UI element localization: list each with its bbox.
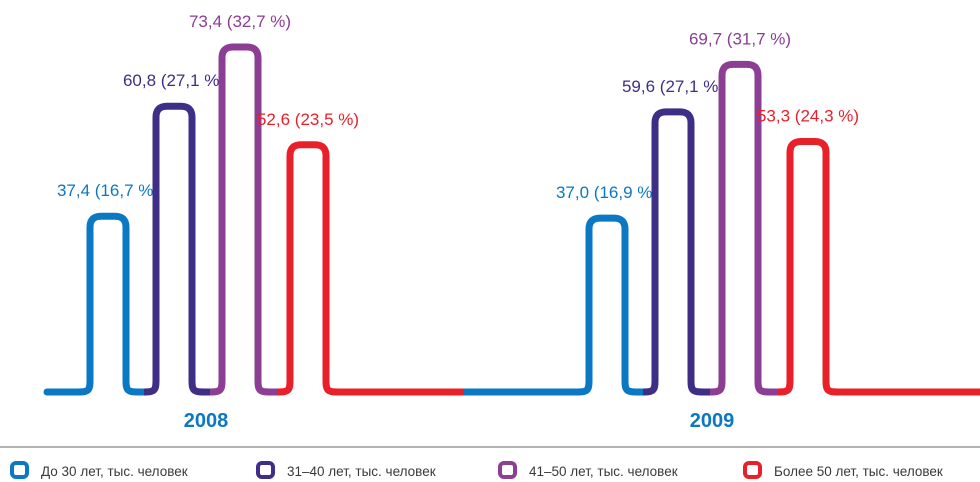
legend-label-age41_50: 41–50 лет, тыс. человек xyxy=(529,464,678,479)
bar-under30-2009 xyxy=(576,214,643,396)
data-label-age41_50-2009: 69,7 (31,7 %) xyxy=(689,29,791,48)
data-label-over50-2008: 52,6 (23,5 %) xyxy=(257,110,359,129)
data-label-under30-2008: 37,4 (16,7 %) xyxy=(57,181,159,200)
bar-age31_40-2008 xyxy=(143,102,210,396)
year-group-2009: 37,0 (16,9 %) 59,6 (27,1 %) 69,7 (31,7 %) 5… xyxy=(463,29,980,432)
data-label-age41_50-2008: 73,4 (32,7 %) xyxy=(189,12,291,31)
data-label-under30-2009: 37,0 (16,9 %) xyxy=(556,183,658,202)
bar-age31_40-2009 xyxy=(642,108,710,396)
bar-over50-2009 xyxy=(777,137,980,396)
legend: До 30 лет, тыс. человек 31–40 лет, тыс. ч… xyxy=(10,461,943,479)
data-label-age31_40-2008: 60,8 (27,1 %) xyxy=(123,71,225,90)
data-label-over50-2009: 53,3 (24,3 %) xyxy=(757,106,859,125)
bar-age41_50-2009 xyxy=(709,60,778,396)
bar-age41_50-2008 xyxy=(209,43,278,396)
bar-over50-2008 xyxy=(277,141,463,396)
legend-swatch-over50 xyxy=(743,461,762,479)
year-label-2008: 2008 xyxy=(184,410,229,432)
legend-swatch-age31_40 xyxy=(256,461,275,479)
bar-under30-2008 xyxy=(77,212,144,396)
data-label-age31_40-2009: 59,6 (27,1 %) xyxy=(622,77,724,96)
legend-swatch-age41_50 xyxy=(498,461,517,479)
legend-label-under30: До 30 лет, тыс. человек xyxy=(41,464,188,479)
legend-label-age31_40: 31–40 лет, тыс. человек xyxy=(287,464,436,479)
year-group-2008: 37,4 (16,7 %) 60,8 (27,1 %) 73,4 (32,7 %) 5… xyxy=(43,12,463,432)
legend-label-over50: Более 50 лет, тыс. человек xyxy=(774,464,943,479)
year-label-2009: 2009 xyxy=(690,410,735,432)
legend-swatch-under30 xyxy=(10,461,29,479)
